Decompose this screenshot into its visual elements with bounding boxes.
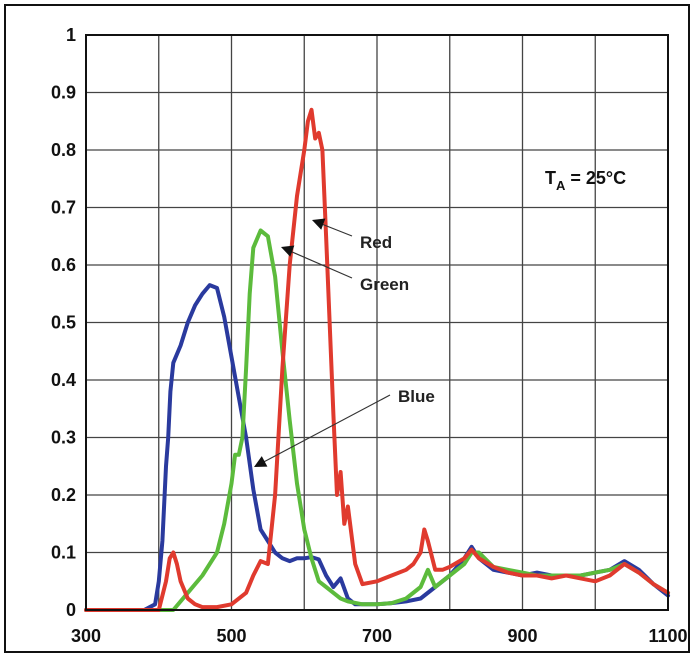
y-tick-label: 0.1 — [51, 543, 76, 563]
green-annotation-leader — [282, 247, 353, 279]
series-layer — [84, 107, 670, 612]
y-tick-label: 0.5 — [51, 313, 76, 333]
temperature-label-subscript: A — [556, 178, 566, 193]
y-tick-label: 0.3 — [51, 428, 76, 448]
y-tick-label: 0.6 — [51, 255, 76, 275]
y-tick-label: 0.8 — [51, 140, 76, 160]
y-tick-label: 0.7 — [51, 198, 76, 218]
y-tick-label: 0 — [66, 600, 76, 620]
axes — [85, 34, 669, 611]
green-annotation-arrowhead — [281, 245, 295, 257]
red-annotation-label: Red — [360, 233, 392, 252]
green-annotation-label: Green — [360, 275, 409, 294]
x-tick-label: 300 — [71, 626, 101, 646]
blue-annotation-leader — [257, 394, 391, 466]
series-line-red — [84, 107, 670, 612]
x-tick-label: 700 — [362, 626, 392, 646]
blue-annotation-label: Blue — [398, 387, 435, 406]
y-tick-label: 1 — [66, 25, 76, 45]
y-tick-label: 0.4 — [51, 370, 76, 390]
x-tick-label: 900 — [507, 626, 537, 646]
blue-annotation-arrowhead — [254, 456, 268, 467]
figure-frame — [4, 4, 690, 653]
y-tick-label: 0.9 — [51, 83, 76, 103]
temperature-label: TA = 25°C — [545, 168, 626, 193]
annotations: TA = 25°C Red Green Blue — [254, 168, 626, 467]
temperature-label-rest: = 25°C — [565, 168, 626, 188]
red-annotation-arrowhead — [312, 218, 326, 230]
plot-border — [85, 34, 669, 611]
tick-labels: 300 500 700 900 1100 0 0.1 0.2 0.3 0.4 0.5 0.6 0.7 0.… — [51, 25, 688, 646]
x-tick-label: 500 — [216, 626, 246, 646]
x-tick-label: 1100 — [648, 626, 687, 646]
y-tick-label: 0.2 — [51, 485, 76, 505]
grid — [85, 34, 669, 611]
temperature-label-main: T — [545, 168, 556, 188]
